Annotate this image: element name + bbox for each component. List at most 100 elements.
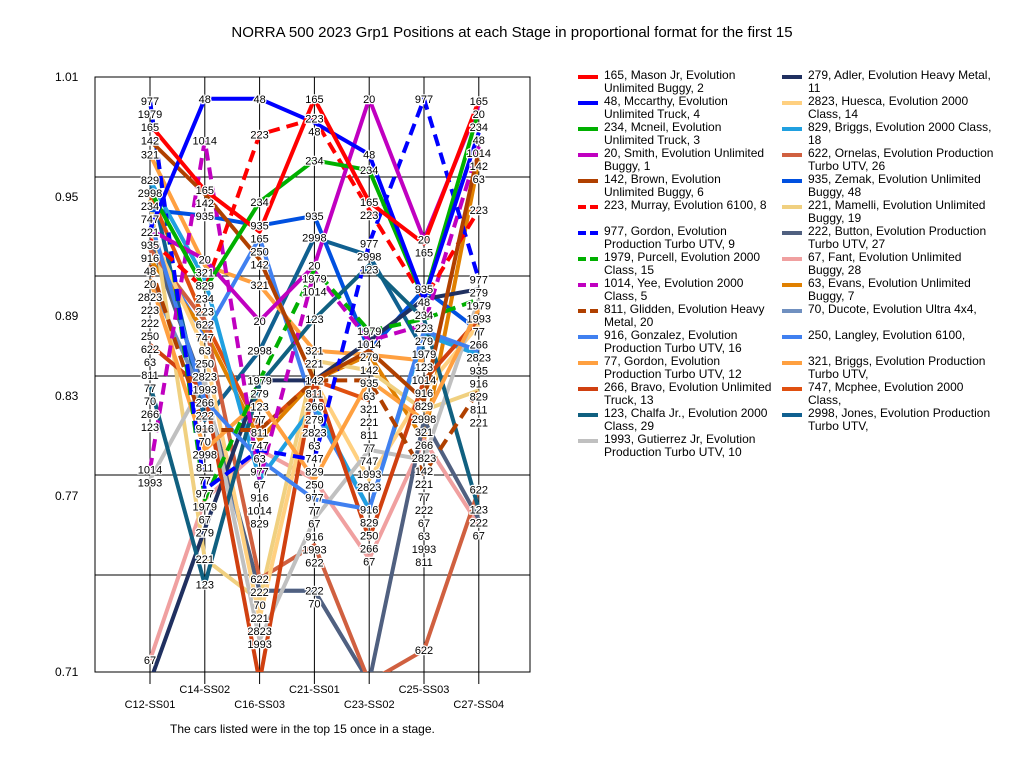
data-label-1979: 1979 <box>193 502 217 514</box>
data-label-123: 123 <box>196 580 214 592</box>
data-label-1014: 1014 <box>357 339 381 351</box>
data-label-142: 142 <box>360 365 378 377</box>
data-label-223: 223 <box>250 130 268 142</box>
data-label-811: 811 <box>196 463 214 475</box>
y-tick-label: 0.71 <box>55 665 79 679</box>
x-tick-label: C14-SS02 <box>179 684 230 696</box>
data-label-1993: 1993 <box>302 545 326 557</box>
legend-item-2823: 2823, Huesca, Evolution 2000 Class, 14 <box>782 95 996 121</box>
data-label-223: 223 <box>141 305 159 317</box>
data-label-48: 48 <box>144 266 156 278</box>
data-label-250: 250 <box>360 530 378 542</box>
legend-label: 20, Smith, Evolution Unlimited Buggy, 1 <box>604 146 765 173</box>
data-label-250: 250 <box>141 331 159 343</box>
data-label-223: 223 <box>470 205 488 217</box>
data-label-223: 223 <box>360 210 378 222</box>
data-label-622: 622 <box>305 558 323 570</box>
series-line-142 <box>148 139 481 403</box>
data-label-977: 977 <box>250 466 268 478</box>
data-label-1014: 1014 <box>247 506 271 518</box>
data-label-221: 221 <box>305 359 323 371</box>
data-label-48: 48 <box>308 127 320 139</box>
legend-swatch <box>782 335 802 339</box>
data-label-223: 223 <box>196 307 214 319</box>
data-label-48: 48 <box>363 149 375 161</box>
data-label-935: 935 <box>305 211 323 223</box>
legend-label: 221, Mamelli, Evolution Unlimited Buggy,… <box>808 198 986 225</box>
legend-swatch <box>782 127 802 131</box>
data-label-622: 622 <box>141 344 159 356</box>
data-label-811: 811 <box>251 427 269 439</box>
legend-label: 2823, Huesca, Evolution 2000 Class, 14 <box>808 94 969 121</box>
data-label-20: 20 <box>253 316 265 328</box>
data-label-747: 747 <box>305 453 323 465</box>
data-label-622: 622 <box>415 645 433 657</box>
y-tick-label: 1.01 <box>55 70 79 84</box>
data-label-1993: 1993 <box>412 544 436 556</box>
legend-label: 2998, Jones, Evolution Production Turbo … <box>808 406 991 433</box>
data-label-221: 221 <box>141 227 159 239</box>
data-label-811: 811 <box>360 430 378 442</box>
legend-swatch <box>782 257 802 261</box>
data-label-222: 222 <box>196 411 214 423</box>
legend-label: 829, Briggs, Evolution 2000 Class, 18 <box>808 120 992 147</box>
data-label-266: 266 <box>141 409 159 421</box>
data-label-222: 222 <box>250 587 268 599</box>
data-label-321: 321 <box>415 427 433 439</box>
data-label-935: 935 <box>141 240 159 252</box>
data-label-234: 234 <box>141 201 159 213</box>
legend-item-250: 250, Langley, Evolution 6100, <box>782 329 996 355</box>
legend-label: 811, Glidden, Evolution Heavy Metal, 20 <box>604 302 765 329</box>
data-label-142: 142 <box>141 136 159 148</box>
legend-label: 70, Ducote, Evolution Ultra 4x4, <box>808 302 977 316</box>
legend-swatch <box>578 101 598 105</box>
data-label-221: 221 <box>250 613 268 625</box>
series-line-123 <box>148 263 481 587</box>
legend-label: 63, Evans, Evolution Unlimited Buggy, 7 <box>808 276 971 303</box>
data-label-77: 77 <box>473 326 485 338</box>
legend-swatch <box>578 283 598 287</box>
data-label-63: 63 <box>144 357 156 369</box>
legend-label: 250, Langley, Evolution 6100, <box>808 328 966 342</box>
data-label-279: 279 <box>360 352 378 364</box>
data-label-221: 221 <box>196 554 214 566</box>
data-label-747: 747 <box>250 440 268 452</box>
data-label-123: 123 <box>415 362 433 374</box>
legend-label: 266, Bravo, Evolution Unlimited Truck, 1… <box>604 380 772 407</box>
data-label-70: 70 <box>308 599 320 611</box>
legend-label: 142, Brown, Evolution Unlimited Buggy, 6 <box>604 172 721 199</box>
data-label-67: 67 <box>363 556 375 568</box>
data-label-1993: 1993 <box>467 313 491 325</box>
data-label-1979: 1979 <box>302 273 326 285</box>
data-label-829: 829 <box>196 281 214 293</box>
data-label-916: 916 <box>360 504 378 516</box>
data-label-221: 221 <box>360 417 378 429</box>
legend-label: 1979, Purcell, Evolution 2000 Class, 15 <box>604 250 761 277</box>
legend-label: 123, Chalfa Jr., Evolution 2000 Class, 2… <box>604 406 768 433</box>
data-label-48: 48 <box>418 297 430 309</box>
data-label-1014: 1014 <box>302 286 326 298</box>
legend-swatch <box>782 309 802 313</box>
data-label-234: 234 <box>196 294 214 306</box>
data-label-2998: 2998 <box>193 450 217 462</box>
legend-swatch <box>578 413 598 417</box>
legend-label: 977, Gordon, Evolution Production Turbo … <box>604 224 735 251</box>
series-line-977 <box>148 96 481 492</box>
legend-swatch <box>578 127 598 131</box>
data-label-142: 142 <box>305 375 323 387</box>
data-label-829: 829 <box>305 466 323 478</box>
data-label-977: 977 <box>470 274 488 286</box>
data-label-48: 48 <box>199 94 211 106</box>
legend-item-165: 165, Mason Jr, Evolution Unlimited Buggy… <box>578 69 774 95</box>
x-tick-label: C23-SS02 <box>344 699 395 711</box>
data-label-234: 234 <box>470 122 488 134</box>
data-label-67: 67 <box>308 519 320 531</box>
legend-item-222: 222, Button, Evolution Production Turbo … <box>782 225 996 251</box>
data-label-20: 20 <box>199 255 211 267</box>
data-label-1979: 1979 <box>467 300 491 312</box>
legend-column-2: 279, Adler, Evolution Heavy Metal, 11 282… <box>782 69 996 433</box>
legend-swatch <box>578 257 598 261</box>
data-label-20: 20 <box>308 260 320 272</box>
data-label-20: 20 <box>144 279 156 291</box>
data-label-747: 747 <box>360 456 378 468</box>
